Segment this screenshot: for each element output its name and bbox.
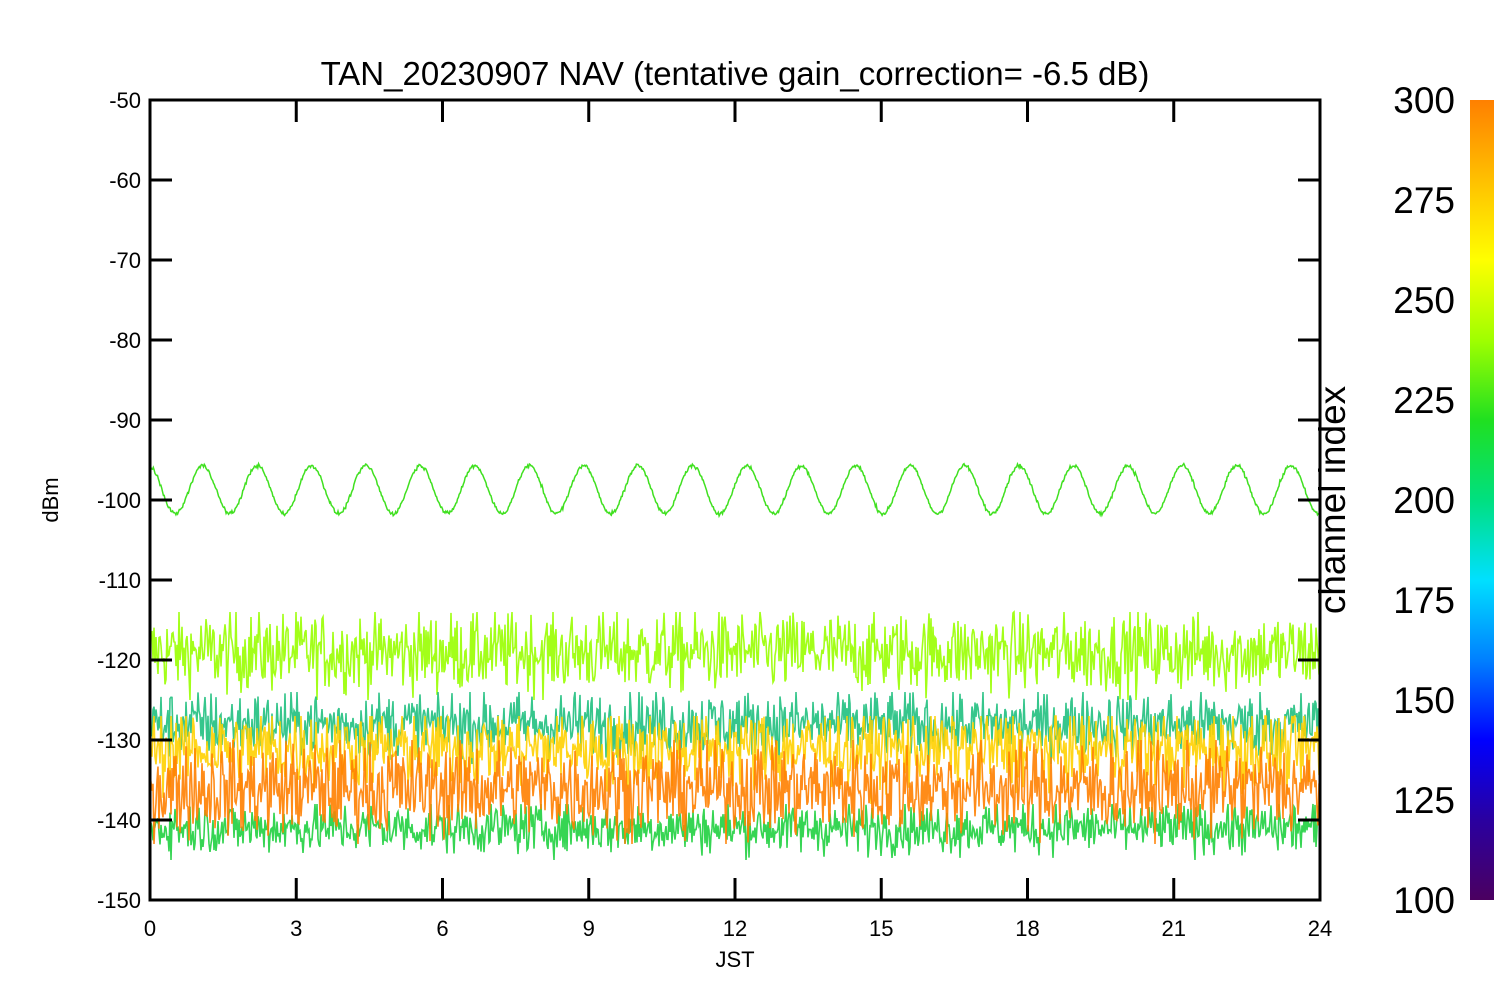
y-tick-label: -100 (97, 488, 141, 513)
y-tick-label: -120 (97, 648, 141, 673)
x-tick-label: 24 (1308, 916, 1332, 941)
x-tick-label: 3 (290, 916, 302, 941)
noise-band-series-3 (150, 714, 1320, 805)
colorbar-tick-label: 300 (1393, 80, 1455, 121)
colorbar-tick-label: 150 (1393, 680, 1455, 721)
y-axis: -50 -60 -70 -80 -90 -100 -110 -120 -130 -140 -150 (97, 88, 1320, 913)
x-tick-label: 12 (723, 916, 747, 941)
colorbar-tick-label: 250 (1393, 280, 1455, 321)
x-tick-label: 6 (436, 916, 448, 941)
x-tick-label: 9 (583, 916, 595, 941)
noise-band-series-5 (150, 739, 1320, 845)
plot-series-layer (150, 461, 1320, 861)
colorbar-tick-label: 175 (1393, 580, 1455, 621)
x-tick-label: 18 (1015, 916, 1039, 941)
x-axis-label: JST (715, 947, 754, 972)
y-tick-label: -140 (97, 808, 141, 833)
colorbar-tick-label: 225 (1393, 380, 1455, 421)
colorbar-ticks: 300 275 250 225 200 175 150 125 100 (1393, 80, 1455, 921)
y-tick-label: -150 (97, 888, 141, 913)
colorbar-label: channel index (1312, 385, 1353, 614)
x-tick-label: 21 (1162, 916, 1186, 941)
y-tick-label: -50 (109, 88, 141, 113)
colorbar-tick-label: 200 (1393, 480, 1455, 521)
y-tick-label: -70 (109, 248, 141, 273)
x-tick-label: 0 (144, 916, 156, 941)
sinusoid-series-0 (150, 461, 1320, 519)
y-tick-label: -110 (99, 568, 141, 593)
x-axis: 0 3 6 9 12 15 18 21 24 (144, 100, 1332, 941)
y-tick-label: -90 (109, 408, 141, 433)
noise-band-series-1 (150, 610, 1320, 701)
y-tick-label: -130 (97, 728, 141, 753)
chart-title: TAN_20230907 NAV (tentative gain_correct… (321, 55, 1150, 92)
y-tick-label: -80 (109, 328, 141, 353)
colorbar-tick-label: 125 (1393, 780, 1455, 821)
colorbar-tick-label: 275 (1393, 180, 1455, 221)
x-tick-label: 15 (869, 916, 893, 941)
y-axis-label: dBm (38, 477, 63, 522)
colorbar-tick-label: 100 (1393, 880, 1455, 921)
y-tick-label: -60 (109, 168, 141, 193)
colorbar (1470, 100, 1494, 900)
